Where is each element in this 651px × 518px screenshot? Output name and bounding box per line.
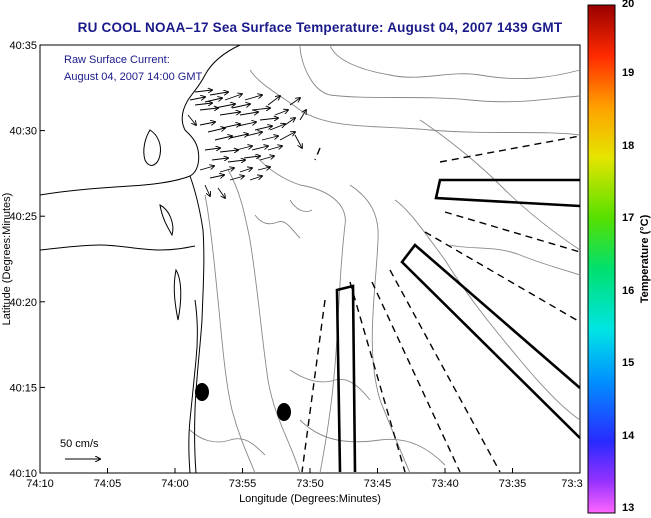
- y-axis-label: Latitude (Degrees:Minutes): [1, 193, 13, 326]
- scale-bar-label: 50 cm/s: [60, 438, 99, 450]
- x-tick-label: 73:50: [296, 478, 324, 490]
- plot-frame: [39, 44, 581, 474]
- x-axis-label: Longitude (Degrees:Minutes): [239, 493, 381, 505]
- y-tick-label: 40:20: [9, 297, 37, 309]
- colorbar-tick: 20: [622, 0, 635, 10]
- x-tick-label: 73:35: [499, 478, 527, 490]
- y-tick-label: 40:10: [9, 468, 37, 480]
- colorbar-tick: 15: [622, 357, 635, 369]
- colorbar-tick: 13: [622, 502, 635, 514]
- x-tick-label: 73:3: [561, 478, 582, 490]
- y-tick-label: 40:30: [9, 126, 37, 138]
- x-tick-label: 74:05: [94, 478, 122, 490]
- colorbar-tick: 17: [622, 212, 635, 224]
- x-tick-label: 74:10: [26, 478, 54, 490]
- colorbar-label: Temperature (°C): [639, 214, 651, 303]
- current-vectors: [187, 90, 306, 198]
- colorbar: [587, 4, 616, 514]
- x-tick-label: 74:00: [161, 478, 189, 490]
- buoy-marker: [195, 383, 209, 401]
- x-tick-label: 73:55: [229, 478, 257, 490]
- x-tick-labels: 74:10 74:05 74:00 73:55 73:50 73:45 73:4…: [26, 478, 582, 490]
- colorbar-tick: 16: [622, 285, 635, 297]
- shipping-lanes: [335, 178, 581, 473]
- x-axis-ticks: [39, 468, 581, 473]
- y-tick-labels: 40:35 40:30 40:25 40:20 40:15 40:10: [9, 40, 37, 480]
- x-tick-label: 73:40: [431, 478, 459, 490]
- map-title: RU COOL NOAA–17 Sea Surface Temperature:…: [77, 20, 563, 35]
- annotation-line-1: Raw Surface Current:: [64, 54, 170, 66]
- coastline: [39, 44, 241, 474]
- x-tick-label: 73:45: [364, 478, 392, 490]
- y-tick-label: 40:25: [9, 211, 37, 223]
- y-axis-ticks: [40, 44, 45, 474]
- radial-dashed-lines: [301, 135, 581, 473]
- colorbar-tick: 14: [622, 430, 635, 442]
- y-tick-label: 40:35: [9, 40, 37, 52]
- y-tick-label: 40:15: [9, 382, 37, 394]
- colorbar-tick: 18: [622, 140, 635, 152]
- annotation-line-2: August 04, 2007 14:00 GMT: [64, 71, 202, 83]
- colorbar-tick: 19: [622, 67, 635, 79]
- buoy-marker: [277, 403, 291, 421]
